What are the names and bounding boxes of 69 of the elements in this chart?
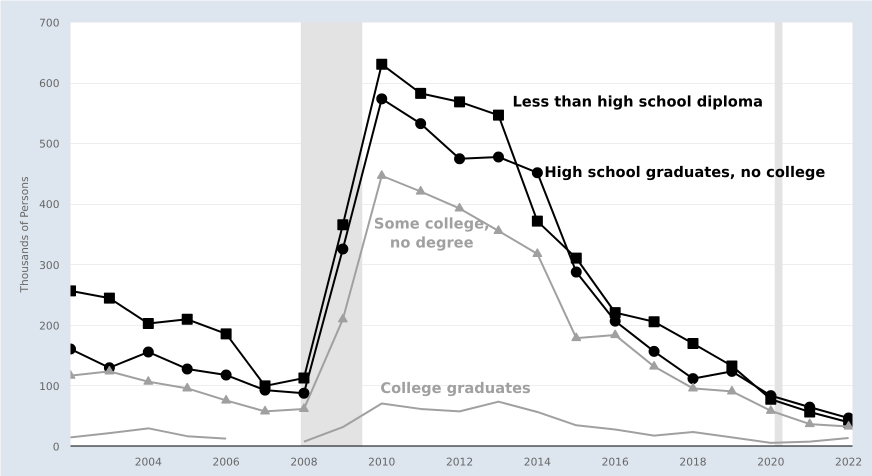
point	[492, 110, 504, 121]
point	[532, 216, 543, 227]
point	[337, 244, 348, 255]
point	[182, 382, 192, 392]
y-tick-label: 0	[52, 440, 60, 454]
y-tick-label: 400	[39, 198, 60, 212]
y-tick-label: 300	[39, 258, 60, 272]
point	[726, 386, 737, 394]
point	[338, 314, 348, 322]
point	[570, 266, 582, 278]
x-tick-label: 2006	[212, 456, 240, 468]
point	[337, 219, 348, 230]
point	[687, 338, 698, 350]
point	[142, 318, 154, 330]
point	[532, 167, 543, 178]
point	[416, 186, 426, 195]
point	[298, 403, 309, 412]
point	[687, 373, 698, 384]
point	[648, 346, 660, 357]
point	[532, 248, 542, 257]
point	[493, 225, 504, 234]
y-tick-label: 200	[39, 319, 60, 332]
y-tick-label: 100	[39, 380, 60, 393]
series-label: College graduates	[380, 380, 532, 397]
point	[492, 151, 504, 162]
x-tick-label: 2016	[602, 456, 629, 468]
x-tick-label: 2010	[368, 456, 396, 468]
series-label: Less than high school diploma	[512, 94, 764, 111]
point	[454, 153, 466, 164]
point	[298, 388, 310, 399]
point	[766, 405, 776, 414]
point	[220, 328, 232, 340]
point	[804, 418, 815, 428]
x-tick-label: 2018	[679, 456, 707, 468]
x-tick-label: 2020	[757, 456, 785, 468]
point	[182, 314, 193, 325]
point	[571, 332, 582, 342]
point	[610, 329, 620, 338]
point	[143, 376, 154, 385]
series-label: Some college, no degree	[374, 216, 490, 252]
point	[376, 170, 387, 179]
point	[415, 118, 426, 130]
y-tick-label: 600	[39, 77, 60, 90]
point	[649, 360, 660, 370]
point	[454, 96, 466, 108]
y-tick-label: 700	[39, 16, 60, 30]
point	[376, 58, 388, 70]
y-tick-label: 500	[39, 138, 60, 151]
point	[844, 420, 852, 430]
y-axis-title: Thousands of Persons	[18, 176, 32, 294]
x-tick-label: 2014	[524, 456, 552, 468]
point	[221, 394, 232, 404]
point	[220, 370, 232, 381]
point	[376, 93, 388, 104]
point	[454, 202, 465, 212]
point	[142, 346, 154, 358]
point	[260, 406, 270, 414]
point	[415, 88, 426, 99]
point	[104, 292, 115, 304]
x-tick-label: 2022	[835, 456, 862, 468]
x-tick-label: 2004	[134, 456, 162, 468]
point	[182, 363, 193, 374]
point	[688, 382, 698, 392]
series-label: High school graduates, no college	[544, 164, 826, 182]
x-tick-label: 2008	[290, 456, 318, 468]
x-tick-label: 2012	[446, 456, 474, 468]
point	[648, 316, 660, 328]
point	[104, 366, 114, 374]
point	[570, 252, 582, 264]
